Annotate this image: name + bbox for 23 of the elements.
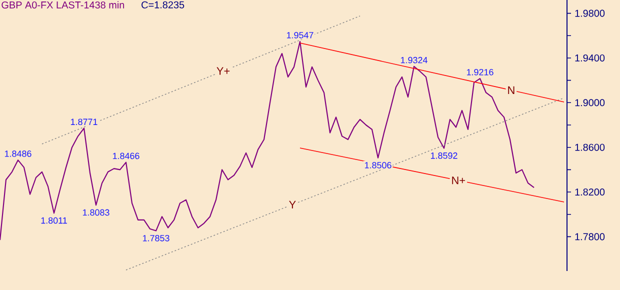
series-label: Y <box>289 200 296 208</box>
series-label: N+ <box>452 176 466 184</box>
y-tick-label: 1.9400 <box>575 54 605 62</box>
data-label: 1.8083 <box>82 209 110 216</box>
data-label: 1.8011 <box>41 217 67 224</box>
series-label: Y+ <box>216 67 230 75</box>
data-label: 1.7853 <box>142 234 170 242</box>
y-tick-label: 1.9000 <box>575 99 605 106</box>
chart-subtitle: C=1.8235 <box>142 1 184 8</box>
data-label: 1.9324 <box>400 56 428 64</box>
data-label: 1.8466 <box>112 152 140 160</box>
data-label: 1.9547 <box>286 32 314 38</box>
data-label: 1.9216 <box>466 68 494 76</box>
y-tick-label: 1.9800 <box>575 10 605 17</box>
chart-title: GBP A0-FX LAST-1438 min <box>2 1 124 9</box>
y-tick-label: 1.8200 <box>575 188 605 196</box>
y-tick-label: 1.7800 <box>575 233 605 240</box>
data-label: 1.8592 <box>430 152 458 159</box>
series-label: N <box>508 86 514 94</box>
y-tick-label: 1.8600 <box>575 144 605 151</box>
data-label: 1.8506 <box>364 162 392 168</box>
data-label: 1.8771 <box>70 118 98 126</box>
data-label: 1.8486 <box>4 150 32 157</box>
